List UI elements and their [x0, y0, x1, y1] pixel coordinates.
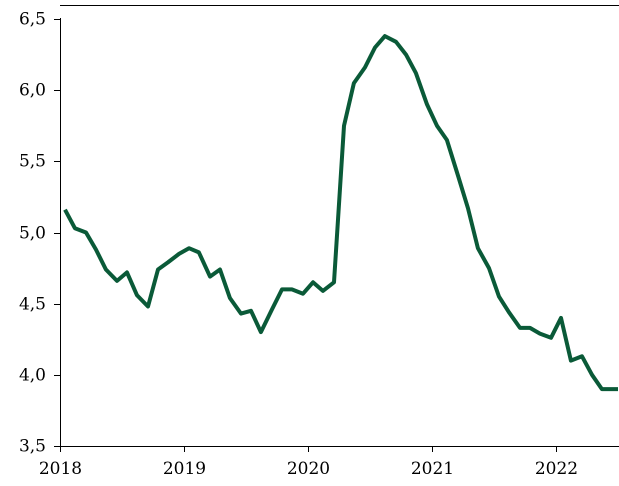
y-tick-label: 5,0	[19, 224, 46, 244]
y-tick-label: 4,0	[19, 366, 46, 386]
series-line	[63, 34, 618, 392]
x-tick-label: 2021	[411, 459, 454, 479]
x-tick-label: 2018	[39, 459, 82, 479]
x-tick-label: 2022	[535, 459, 578, 479]
y-tick-label: 4,5	[19, 295, 46, 315]
y-axis-ticks: 3,5 4,0 4,5 5,0 5,5 6,0 6,5	[19, 10, 60, 457]
x-tick-label: 2020	[287, 459, 330, 479]
x-axis-ticks: 2018 2019 2020 2021 2022	[39, 446, 578, 479]
y-tick-label: 5,5	[19, 152, 46, 172]
y-tick-label: 6,5	[19, 10, 46, 30]
y-tick-label: 3,5	[19, 437, 46, 457]
x-tick-label: 2019	[163, 459, 206, 479]
series-layer	[63, 34, 618, 392]
y-tick-label: 6,0	[19, 81, 46, 101]
